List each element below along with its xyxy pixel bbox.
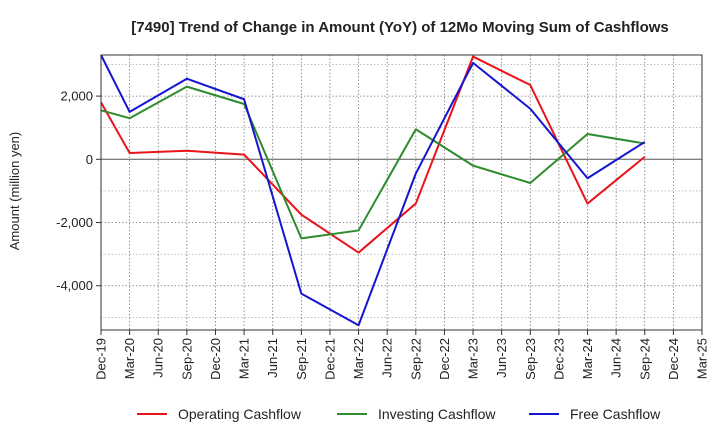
series-line-free-cashflow bbox=[100, 54, 646, 327]
y-tick-label: 2,000 bbox=[60, 89, 93, 104]
x-tick-label: Sep-21 bbox=[294, 338, 309, 380]
legend-label: Operating Cashflow bbox=[178, 406, 302, 422]
series-line-operating-cashflow bbox=[100, 55, 646, 254]
y-axis-label: Amount (million yen) bbox=[7, 132, 22, 251]
legend: Operating Cashflow Investing Cashflow Free… bbox=[137, 406, 661, 422]
x-tick-label: Mar-22 bbox=[351, 338, 366, 379]
y-tick-label: -4,000 bbox=[56, 278, 93, 293]
x-tick-label: Jun-23 bbox=[494, 338, 509, 378]
x-tick-label: Mar-20 bbox=[122, 338, 137, 379]
x-tick-label: Dec-21 bbox=[322, 338, 337, 380]
x-tick-label: Dec-19 bbox=[94, 338, 109, 380]
x-tick-label: Mar-21 bbox=[237, 338, 252, 379]
series-group bbox=[100, 54, 646, 327]
x-tick-label: Sep-24 bbox=[637, 338, 652, 380]
x-tick-label: Mar-25 bbox=[695, 338, 710, 379]
x-tick-label: Dec-24 bbox=[666, 338, 681, 380]
x-tick-label: Sep-22 bbox=[408, 338, 423, 380]
x-tick-label: Mar-24 bbox=[580, 338, 595, 379]
y-tick-label: 0 bbox=[86, 152, 93, 167]
x-ticks: Dec-19 Mar-20 Jun-20 Sep-20 Dec-20 Mar-21 Jun-… bbox=[94, 330, 710, 380]
x-tick-label: Jun-20 bbox=[151, 338, 166, 378]
y-tick-label: -2,000 bbox=[56, 215, 93, 230]
x-tick-label: Dec-20 bbox=[208, 338, 223, 380]
x-tick-label: Jun-22 bbox=[380, 338, 395, 378]
y-ticks: -4,000 -2,000 0 2,000 bbox=[56, 89, 101, 293]
x-tick-label: Dec-23 bbox=[551, 338, 566, 380]
x-tick-label: Dec-22 bbox=[437, 338, 452, 380]
x-tick-label: Sep-23 bbox=[523, 338, 538, 380]
x-tick-label: Mar-23 bbox=[466, 338, 481, 379]
series-line-investing-cashflow bbox=[100, 85, 645, 240]
legend-label: Investing Cashflow bbox=[378, 406, 496, 422]
grid bbox=[101, 55, 702, 330]
legend-label: Free Cashflow bbox=[570, 406, 661, 422]
x-tick-label: Sep-20 bbox=[179, 338, 194, 380]
x-tick-label: Jun-21 bbox=[265, 338, 280, 378]
x-tick-label: Jun-24 bbox=[609, 338, 624, 378]
plot-frame bbox=[100, 54, 703, 331]
chart-title: [7490] Trend of Change in Amount (YoY) o… bbox=[131, 19, 669, 36]
